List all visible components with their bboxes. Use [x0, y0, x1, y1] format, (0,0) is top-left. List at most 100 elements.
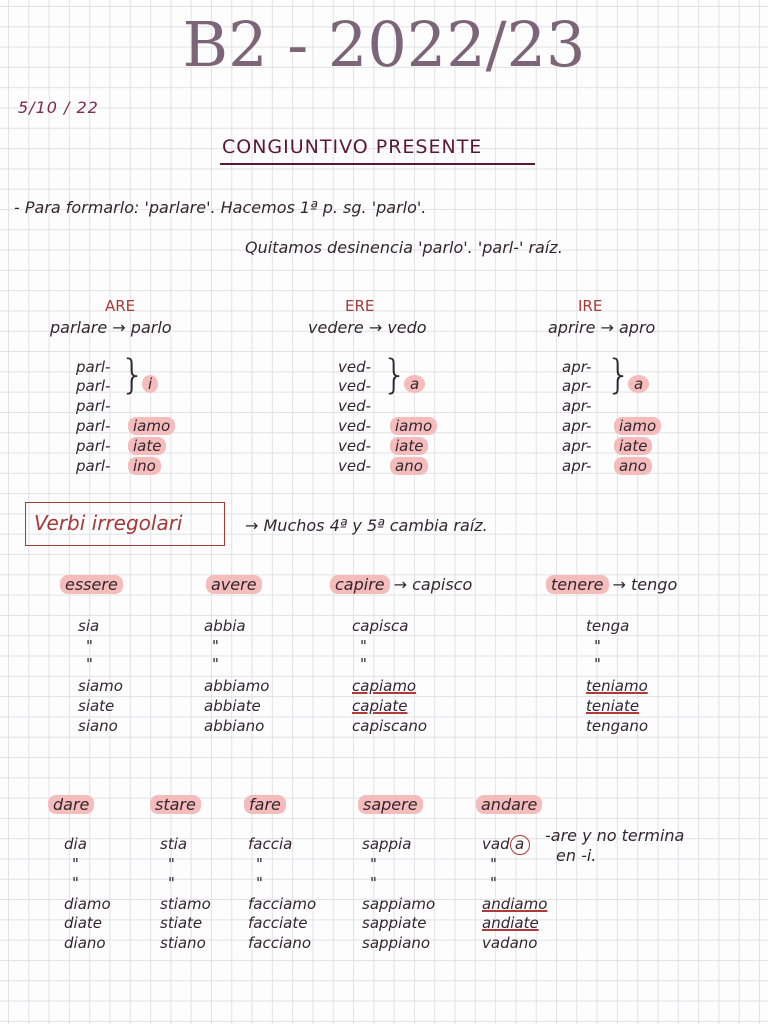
- stem: parl-: [76, 417, 111, 435]
- form-text: ": [594, 655, 601, 673]
- form-text: ": [370, 874, 377, 892]
- form-text: ": [490, 855, 497, 873]
- conjugated-form: ": [72, 855, 79, 873]
- conjugated-form: ": [370, 874, 377, 892]
- andare-note-2: en -i.: [556, 846, 597, 865]
- ending: ano: [614, 457, 652, 475]
- stem: apr-: [562, 358, 592, 376]
- stem: ved-: [338, 397, 372, 415]
- conjugated-form: diate: [64, 914, 102, 932]
- conjugated-form: andiate: [482, 914, 539, 932]
- conjugated-form: siate: [78, 697, 114, 715]
- conjugated-form: abbia: [204, 617, 246, 635]
- irregular-verbs-label: Verbi irregolari: [34, 511, 183, 535]
- column-label-ere: ERE: [345, 297, 375, 315]
- conjugated-form: ": [256, 855, 263, 873]
- stem: ved-: [338, 457, 372, 475]
- conjugated-form: ": [86, 637, 93, 655]
- ending: iamo: [390, 417, 438, 435]
- stem: apr-: [562, 457, 592, 475]
- verb-label: stare: [150, 795, 201, 814]
- verb-first-person: → tengo: [612, 575, 678, 594]
- singular-ending: a: [404, 375, 426, 393]
- conjugated-form: capiate: [352, 697, 407, 715]
- form-text: sia: [78, 617, 100, 635]
- form-text: capiate: [352, 697, 408, 715]
- form-text: capiscano: [352, 717, 428, 735]
- stem: ved-: [338, 437, 372, 455]
- column-label-ire: IRE: [578, 297, 603, 315]
- verb-first-person: → capisco: [393, 575, 473, 594]
- stem: apr-: [562, 377, 592, 395]
- form-text: teniate: [586, 697, 640, 715]
- stem: ved-: [338, 377, 372, 395]
- column-label-are: ARE: [105, 297, 136, 315]
- conjugated-form: sappiamo: [362, 895, 435, 913]
- verb-label: sapere: [358, 795, 423, 814]
- form-text: abbiano: [204, 717, 265, 735]
- irregular-note: → Muchos 4ª y 5ª cambia raíz.: [245, 516, 488, 535]
- form-text: andiate: [482, 914, 539, 932]
- verb-capire: capire → capisco: [330, 575, 472, 594]
- form-text: siamo: [78, 677, 123, 695]
- conjugated-form: ": [212, 637, 219, 655]
- conjugated-form: facciamo: [248, 895, 316, 913]
- form-text: stiano: [160, 934, 206, 952]
- form-text: ": [360, 655, 367, 673]
- conjugated-form: abbiano: [204, 717, 264, 735]
- conjugated-form: ": [490, 855, 497, 873]
- stem: parl-: [76, 358, 111, 376]
- conjugated-form: ": [360, 655, 367, 673]
- conjugated-form: sia: [78, 617, 99, 635]
- ending: iate: [390, 437, 429, 455]
- verb-fare: fare: [244, 795, 286, 814]
- form-text: sappiano: [362, 934, 431, 952]
- conjugated-form: stiamo: [160, 895, 211, 913]
- form-text: sappiate: [362, 914, 427, 932]
- conjugated-form: capisca: [352, 617, 408, 635]
- form-text: vadano: [482, 934, 538, 952]
- stem: parl-: [76, 397, 111, 415]
- form-text: ": [256, 855, 263, 873]
- conjugated-form: vadano: [482, 934, 537, 952]
- form-text: vad: [482, 835, 510, 853]
- example-ire: aprire → apro: [548, 318, 656, 337]
- verb-andare: andare: [476, 795, 543, 814]
- conjugated-form: facciate: [248, 914, 307, 932]
- form-text: facciate: [248, 914, 308, 932]
- conjugated-form: teniate: [586, 697, 639, 715]
- form-text: ": [168, 874, 175, 892]
- heading-underline: [220, 163, 535, 165]
- form-text: ": [490, 874, 497, 892]
- conjugated-form: sappiate: [362, 914, 427, 932]
- form-text: ": [86, 655, 93, 673]
- form-text: sappiamo: [362, 895, 436, 913]
- stem: parl-: [76, 377, 111, 395]
- intro-line-2: Quitamos desinencia 'parlo'. 'parl-' raí…: [245, 238, 563, 257]
- conjugated-form: siano: [78, 717, 118, 735]
- conjugated-form: vad a: [482, 835, 530, 855]
- conjugated-form: ": [256, 874, 263, 892]
- form-text: ": [370, 855, 377, 873]
- verb-label: tenere: [546, 575, 609, 594]
- verb-stare: stare: [150, 795, 201, 814]
- form-text: capiamo: [352, 677, 417, 695]
- conjugated-form: ": [168, 855, 175, 873]
- form-text: capisca: [352, 617, 409, 635]
- conjugated-form: tenga: [586, 617, 629, 635]
- stem: apr-: [562, 397, 592, 415]
- verb-dare: dare: [48, 795, 95, 814]
- verb-label: capire: [330, 575, 390, 594]
- stem: ved-: [338, 417, 372, 435]
- stem: apr-: [562, 417, 592, 435]
- ending: iate: [128, 437, 167, 455]
- form-text: tenga: [586, 617, 630, 635]
- conjugated-form: sappiano: [362, 934, 430, 952]
- form-text: diate: [64, 914, 102, 932]
- verb-label: fare: [244, 795, 286, 814]
- circled-ending: a: [509, 835, 530, 855]
- verb-avere: avere: [206, 575, 262, 594]
- ending: iamo: [614, 417, 662, 435]
- conjugated-form: stiano: [160, 934, 206, 952]
- conjugated-form: ": [86, 655, 93, 673]
